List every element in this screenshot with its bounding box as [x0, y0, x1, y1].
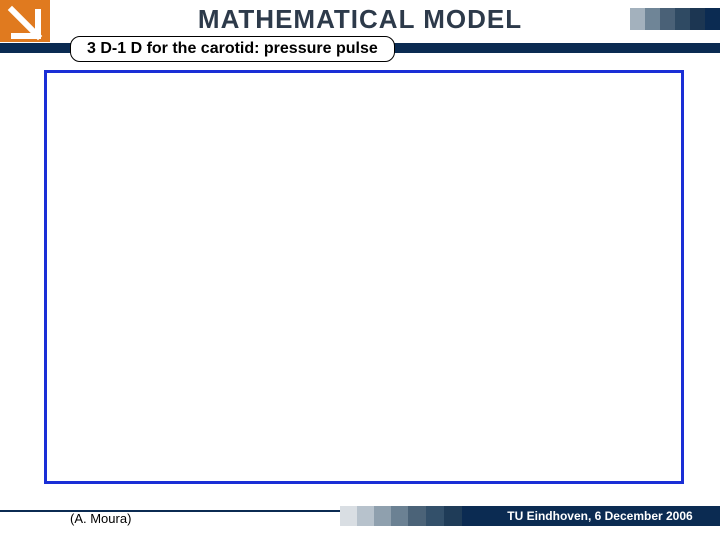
footer-stripe [357, 506, 374, 526]
header-decor-stripes [630, 8, 720, 30]
title-wrap: MATHEMATICAL MODEL [0, 4, 720, 35]
subtitle-text: 3 D-1 D for the carotid: pressure pulse [87, 40, 378, 57]
header-stripe [690, 8, 705, 30]
page-title: MATHEMATICAL MODEL [198, 4, 522, 35]
footer-decor-stripes [340, 506, 480, 526]
author-label: (A. Moura) [70, 511, 131, 526]
footer-stripe [426, 506, 444, 526]
footer-stripe [408, 506, 426, 526]
footer-stripe [391, 506, 408, 526]
header-stripe [660, 8, 675, 30]
header-stripe [705, 8, 720, 30]
footer-stripe [374, 506, 391, 526]
header-stripe [630, 8, 645, 30]
header-stripe [645, 8, 660, 30]
footer-info-bar: TU Eindhoven, 6 December 2006 [480, 506, 720, 526]
footer-stripe [340, 506, 357, 526]
footer-stripe [462, 506, 480, 526]
footer-rule [0, 510, 360, 512]
header-stripe [675, 8, 690, 30]
subtitle-box: 3 D-1 D for the carotid: pressure pulse [70, 36, 395, 62]
content-frame [44, 70, 684, 484]
footer-stripe [444, 506, 462, 526]
footer-text: TU Eindhoven, 6 December 2006 [507, 509, 692, 523]
